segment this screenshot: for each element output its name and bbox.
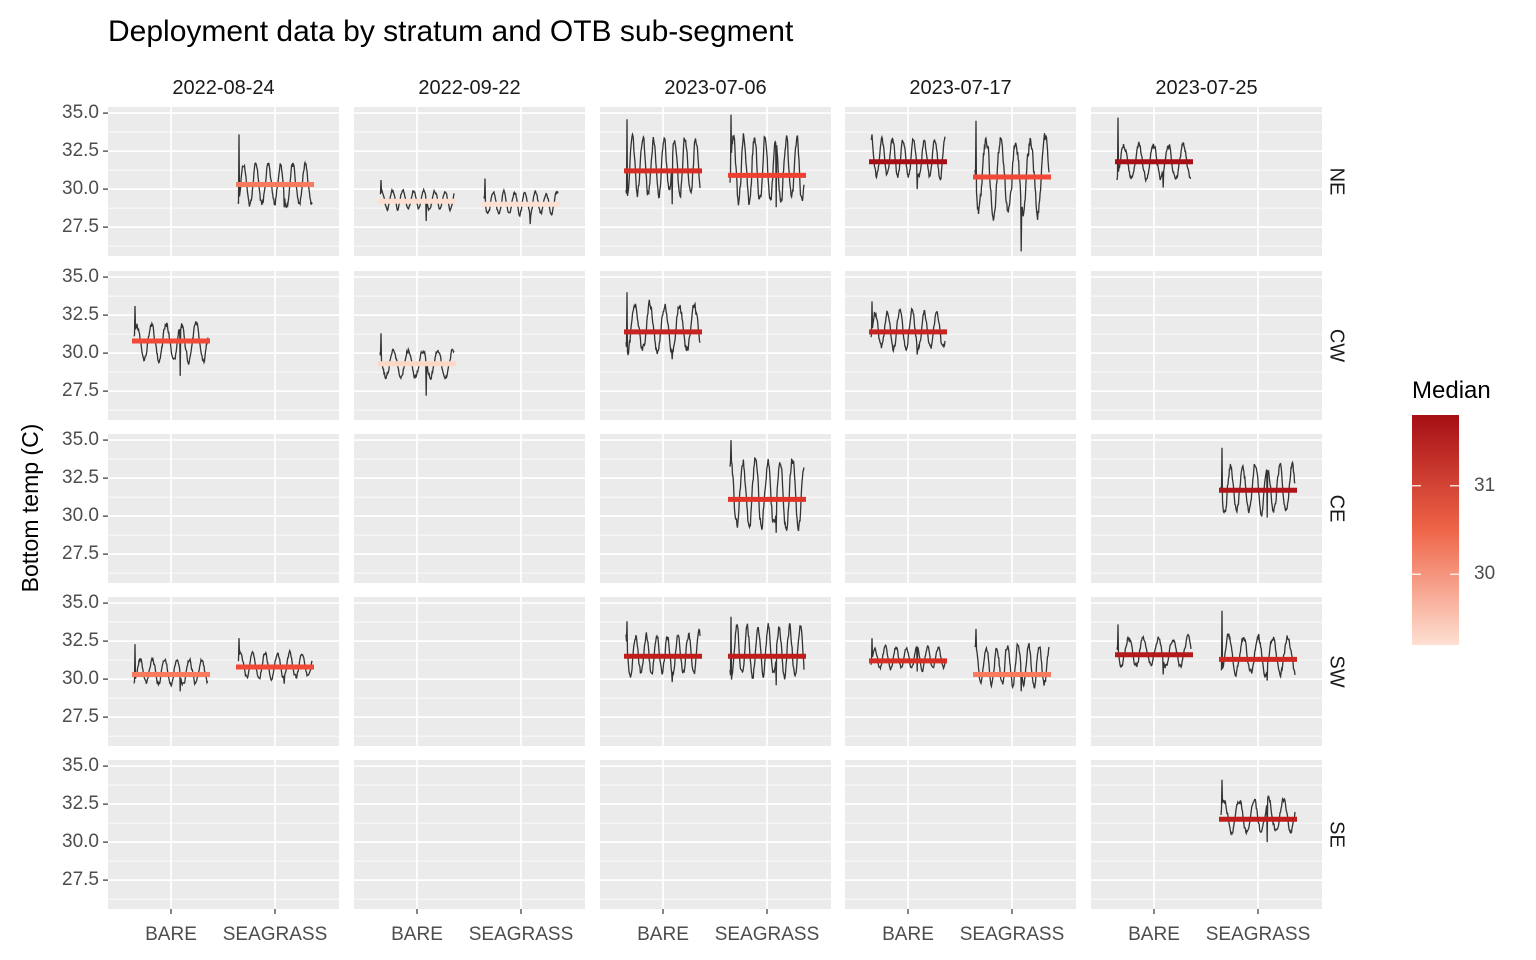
panel-2022-09-22-ne — [354, 107, 585, 256]
temp-trace-2022-08-24-sw-bare — [133, 644, 209, 692]
temp-trace-2023-07-06-sw-seagrass — [729, 616, 805, 686]
y-tick-label: 30.0 — [62, 831, 99, 852]
panel-2023-07-06-ne — [600, 107, 831, 256]
y-tick-label: 30.0 — [62, 505, 99, 526]
temp-trace-2023-07-06-ne-bare — [625, 119, 701, 205]
strip-label-2023-07-06: 2023-07-06 — [664, 77, 766, 99]
temp-trace-2023-07-17-ne-bare — [870, 134, 946, 190]
y-tick-label: 27.5 — [62, 869, 99, 890]
legend: Median 31 30 — [1412, 377, 1495, 645]
legend-colorbar — [1412, 415, 1459, 645]
row-strip-label-sw: SW — [1326, 655, 1348, 687]
legend-title: Median — [1412, 377, 1491, 404]
y-tick-label: 32.5 — [62, 140, 99, 161]
panel-2023-07-06-cw — [600, 271, 831, 420]
y-tick-label: 32.5 — [62, 630, 99, 651]
x-tick-label-bare: BARE — [1128, 924, 1180, 945]
chart-title: Deployment data by stratum and OTB sub-s… — [108, 15, 794, 48]
panel-2023-07-25-cw — [1091, 271, 1322, 420]
panel-2023-07-25-ce — [1091, 434, 1322, 583]
temp-trace-2023-07-17-cw-bare — [870, 301, 946, 355]
panel-2023-07-25-sw — [1091, 597, 1322, 746]
strip-label-2023-07-17: 2023-07-17 — [909, 77, 1011, 99]
row-strip-label-ne: NE — [1326, 168, 1348, 196]
y-tick-label: 27.5 — [62, 216, 99, 237]
temp-trace-2023-07-06-cw-bare — [625, 292, 701, 360]
y-axis-label: Bottom temp (C) — [17, 424, 43, 593]
temp-trace-2022-09-22-cw-bare — [379, 333, 455, 396]
panel-2022-08-24-ce — [108, 434, 339, 583]
x-tick-label-bare: BARE — [882, 924, 934, 945]
temp-trace-2023-07-06-ne-seagrass — [729, 114, 805, 208]
facet-panels: 2022-08-24 2022-09-22 2023-07-06 2023-07-17… — [62, 77, 1348, 945]
x-tick-label-bare: BARE — [391, 924, 443, 945]
y-tick-label: 32.5 — [62, 793, 99, 814]
legend-tick-label: 30 — [1474, 563, 1495, 584]
panel-2022-08-24-cw — [108, 271, 339, 420]
x-tick-label-seagrass: SEAGRASS — [469, 924, 574, 945]
panel-2023-07-25-se — [1091, 760, 1322, 909]
y-tick-label: 30.0 — [62, 668, 99, 689]
y-tick-label: 35.0 — [62, 266, 99, 287]
y-tick-label: 27.5 — [62, 706, 99, 727]
x-tick-label-bare: BARE — [145, 924, 197, 945]
y-tick-label: 32.5 — [62, 304, 99, 325]
y-tick-label: 35.0 — [62, 592, 99, 613]
panel-2023-07-17-sw — [845, 597, 1076, 746]
legend-ticks: 31 30 — [1412, 475, 1495, 584]
y-tick-label: 35.0 — [62, 102, 99, 123]
panel-2023-07-06-ce — [600, 434, 831, 583]
row-strip-label-ce: CE — [1326, 495, 1348, 523]
panel-2022-09-22-cw — [354, 271, 585, 420]
strip-label-2022-08-24: 2022-08-24 — [172, 77, 274, 99]
temp-trace-2022-08-24-sw-seagrass — [237, 638, 313, 684]
temp-trace-2022-08-24-cw-bare — [133, 305, 209, 376]
panel-2022-09-22-sw — [354, 597, 585, 746]
row-strip-label-se: SE — [1326, 821, 1348, 848]
panel-2023-07-17-cw — [845, 271, 1076, 420]
temp-trace-2023-07-06-ce-seagrass — [729, 440, 805, 533]
panel-2023-07-25-ne — [1091, 107, 1322, 256]
strip-label-2023-07-25: 2023-07-25 — [1155, 77, 1257, 99]
panel-2023-07-17-ce — [845, 434, 1076, 583]
panel-2022-09-22-ce — [354, 434, 585, 583]
y-tick-label: 35.0 — [62, 429, 99, 450]
y-tick-label: 27.5 — [62, 380, 99, 401]
temp-trace-2023-07-17-sw-bare — [870, 638, 946, 673]
panel-2023-07-17-se — [845, 760, 1076, 909]
y-tick-label: 30.0 — [62, 178, 99, 199]
y-tick-label: 30.0 — [62, 342, 99, 363]
x-tick-label-seagrass: SEAGRASS — [223, 924, 328, 945]
strip-label-2022-09-22: 2022-09-22 — [418, 77, 520, 99]
panel-2023-07-06-se — [600, 760, 831, 909]
y-tick-label: 27.5 — [62, 543, 99, 564]
temp-trace-2022-08-24-ne-seagrass — [237, 134, 313, 209]
temp-trace-2023-07-25-ne-bare — [1116, 117, 1192, 188]
temp-trace-2023-07-17-ne-seagrass — [974, 120, 1050, 252]
row-strip-label-cw: CW — [1326, 329, 1348, 362]
y-tick-label: 35.0 — [62, 755, 99, 776]
temp-trace-2023-07-25-sw-seagrass — [1220, 610, 1296, 681]
x-tick-label-bare: BARE — [637, 924, 689, 945]
panel-2023-07-17-ne — [845, 107, 1076, 256]
panel-2023-07-06-sw — [600, 597, 831, 746]
x-tick-label-seagrass: SEAGRASS — [1206, 924, 1311, 945]
legend-tick-label: 31 — [1474, 475, 1495, 496]
panel-2022-08-24-sw — [108, 597, 339, 746]
y-tick-label: 32.5 — [62, 467, 99, 488]
panel-2022-09-22-se — [354, 760, 585, 909]
x-tick-label-seagrass: SEAGRASS — [715, 924, 820, 945]
panel-2022-08-24-se — [108, 760, 339, 909]
x-tick-label-seagrass: SEAGRASS — [960, 924, 1065, 945]
temp-trace-2023-07-17-sw-seagrass — [974, 628, 1050, 692]
panel-2022-08-24-ne — [108, 107, 339, 256]
